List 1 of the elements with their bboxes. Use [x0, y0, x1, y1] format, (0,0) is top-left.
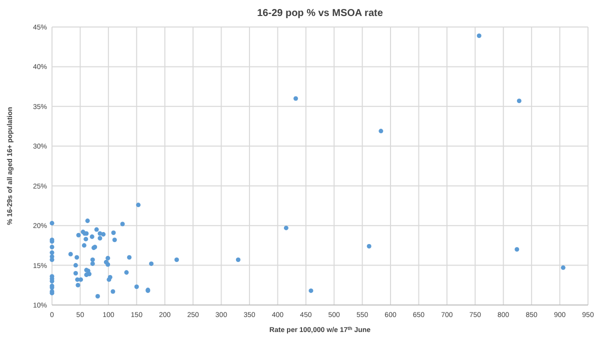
chart-title: 16-29 pop % vs MSOA rate [257, 8, 384, 19]
